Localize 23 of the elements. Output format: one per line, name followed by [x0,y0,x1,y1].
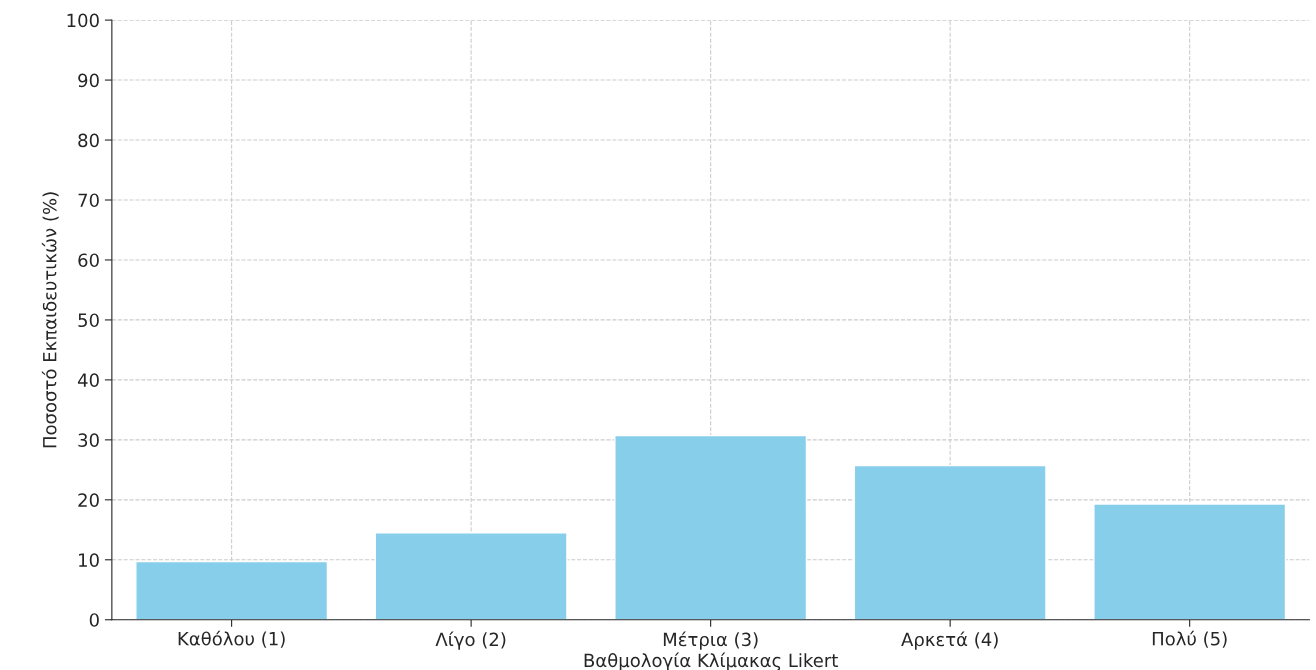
bar [614,434,808,620]
y-tick-label: 50 [78,313,99,328]
bar [135,560,329,620]
x-tick-label: Μέτρια (3) [663,631,758,650]
bar [374,532,568,620]
y-tick-label: 60 [78,253,99,268]
y-tick-label: 70 [78,193,99,208]
y-axis-title: Ποσοστό Εκπαιδευτικών (%) [41,192,59,448]
x-tick-label: Καθόλου (1) [178,630,285,648]
y-tick-label: 80 [78,133,99,148]
y-tick-label: 40 [77,373,99,388]
bar [1093,503,1287,620]
x-axis-title: Βαθμολογία Κλίμακας Likert [584,652,838,670]
y-tick-label: 20 [78,493,99,507]
x-tick-label: Αρκετά (4) [901,631,998,650]
y-tick-label: 0 [89,613,99,627]
x-tick-label: Λίγο (2) [435,631,506,650]
y-tick-label: 90 [78,73,99,88]
y-tick-label: 100 [67,13,99,28]
bar [853,464,1047,620]
x-tick-label: Πολύ (5) [1152,630,1227,648]
y-tick-label: 10 [79,553,99,567]
y-tick-label: 30 [78,433,99,447]
